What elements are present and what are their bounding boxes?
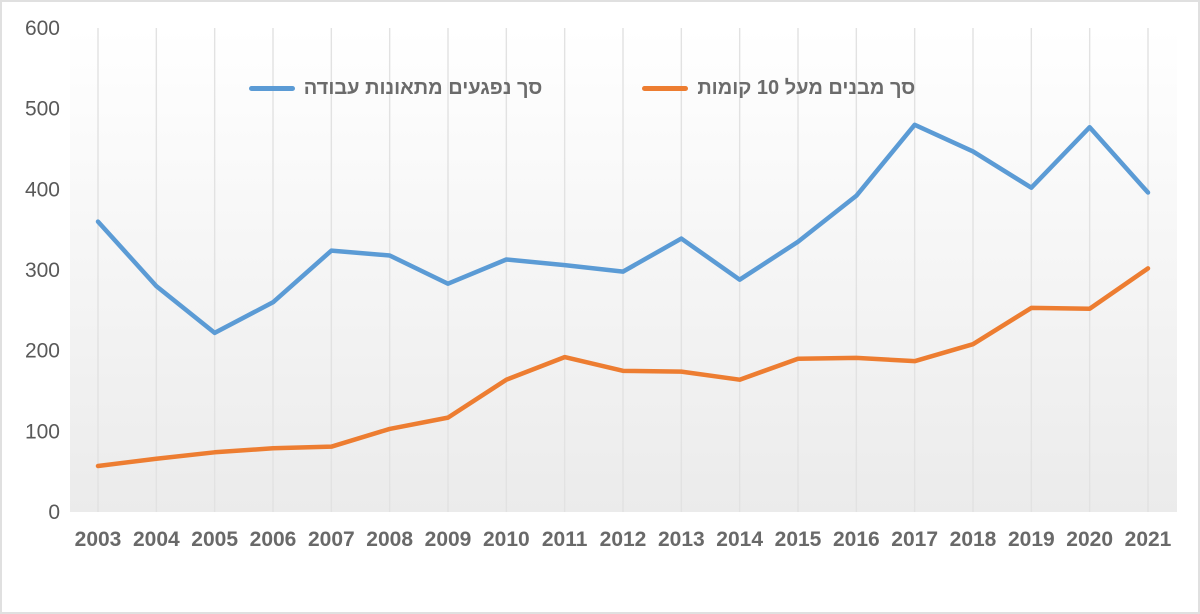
x-tick-label: 2015 bbox=[775, 528, 822, 551]
x-tick-label: 2016 bbox=[833, 528, 880, 551]
x-tick-label: 2019 bbox=[1008, 528, 1055, 551]
y-tick-label: 400 bbox=[25, 178, 60, 201]
x-tick-label: 2003 bbox=[75, 528, 122, 551]
x-tick-label: 2011 bbox=[542, 528, 588, 551]
x-tick-label: 2014 bbox=[716, 528, 763, 551]
y-tick-label: 200 bbox=[25, 340, 60, 363]
x-tick-label: 2006 bbox=[250, 528, 297, 551]
x-tick-label: 2017 bbox=[891, 528, 938, 551]
x-tick-label: 2010 bbox=[483, 528, 530, 551]
x-tick-label: 2005 bbox=[191, 528, 238, 551]
y-tick-label: 0 bbox=[48, 501, 60, 524]
series-line-0 bbox=[95, 122, 1151, 336]
y-tick-label: 500 bbox=[25, 98, 60, 121]
y-tick-label: 600 bbox=[25, 17, 60, 40]
x-tick-label: 2004 bbox=[133, 528, 180, 551]
x-tick-label: 2008 bbox=[366, 528, 413, 551]
x-tick-label: 2009 bbox=[425, 528, 472, 551]
series-line-1 bbox=[95, 266, 1151, 469]
x-tick-label: 2012 bbox=[600, 528, 647, 551]
x-tick-label: 2007 bbox=[308, 528, 355, 551]
y-tick-label: 100 bbox=[25, 420, 60, 443]
x-tick-label: 2013 bbox=[658, 528, 705, 551]
x-tick-label: 2018 bbox=[950, 528, 997, 551]
x-tick-label: 2020 bbox=[1066, 528, 1113, 551]
y-tick-label: 300 bbox=[25, 259, 60, 282]
x-tick-label: 2021 bbox=[1125, 528, 1172, 551]
